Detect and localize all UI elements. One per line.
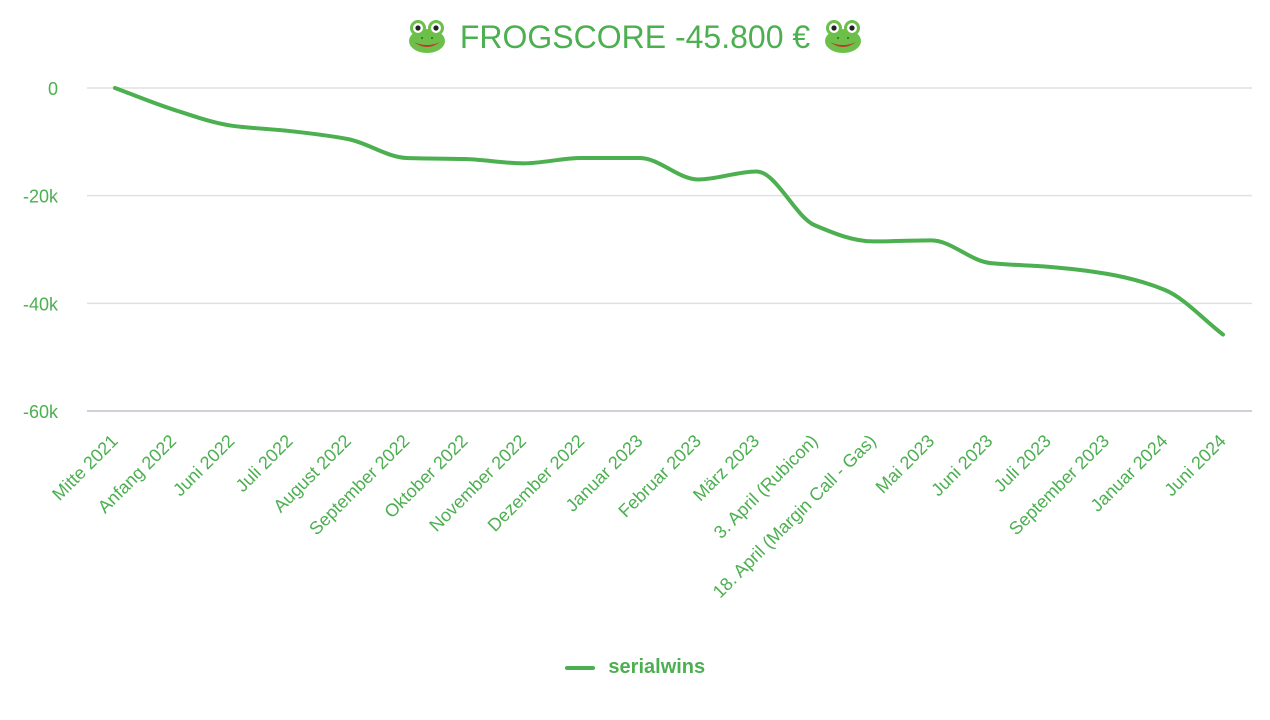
frog-face-icon [825,19,862,53]
data-point[interactable] [113,86,117,90]
data-point[interactable] [1221,333,1225,337]
data-point[interactable] [346,137,350,141]
x-tick-label: 3. April (Rubicon) [710,431,822,543]
data-point[interactable] [463,157,467,161]
series-line-serialwins [113,86,1225,337]
frog-face-icon [408,19,445,53]
data-point[interactable] [230,124,234,128]
y-tick-label: 0 [48,79,58,99]
x-tick-label: September 2023 [1005,431,1113,539]
y-axis-ticks: 0 -20k -40k -60k [23,79,59,422]
grid-lines [87,87,1252,412]
data-point[interactable] [1163,288,1167,292]
y-tick-label: -60k [23,402,59,422]
data-point[interactable] [171,108,175,112]
chart-title-text: FROGSCORE -45.800 € [459,18,811,55]
data-point[interactable] [813,223,817,227]
data-point[interactable] [929,238,933,242]
data-point[interactable] [754,169,758,173]
data-point[interactable] [1046,265,1050,269]
data-point[interactable] [696,178,700,182]
legend[interactable]: serialwins [0,656,1270,679]
data-point[interactable] [580,156,584,160]
data-point[interactable] [1104,272,1108,276]
x-tick-label: September 2022 [305,431,413,539]
x-tick-label: Juni 2022 [169,431,238,500]
data-point[interactable] [638,156,642,160]
legend-swatch [564,665,595,670]
y-tick-label: -20k [23,187,59,207]
series-lines [113,86,1225,337]
data-point[interactable] [288,129,292,133]
y-tick-label: -40k [23,294,59,314]
data-point[interactable] [871,239,875,243]
data-point[interactable] [405,156,409,160]
x-tick-label: Juni 2024 [1160,431,1229,500]
data-point[interactable] [521,161,525,165]
chart-title: FROGSCORE -45.800 € [0,12,1270,59]
legend-label: serialwins [608,656,706,679]
x-tick-label: Juni 2023 [927,431,996,500]
data-point[interactable] [988,261,992,265]
